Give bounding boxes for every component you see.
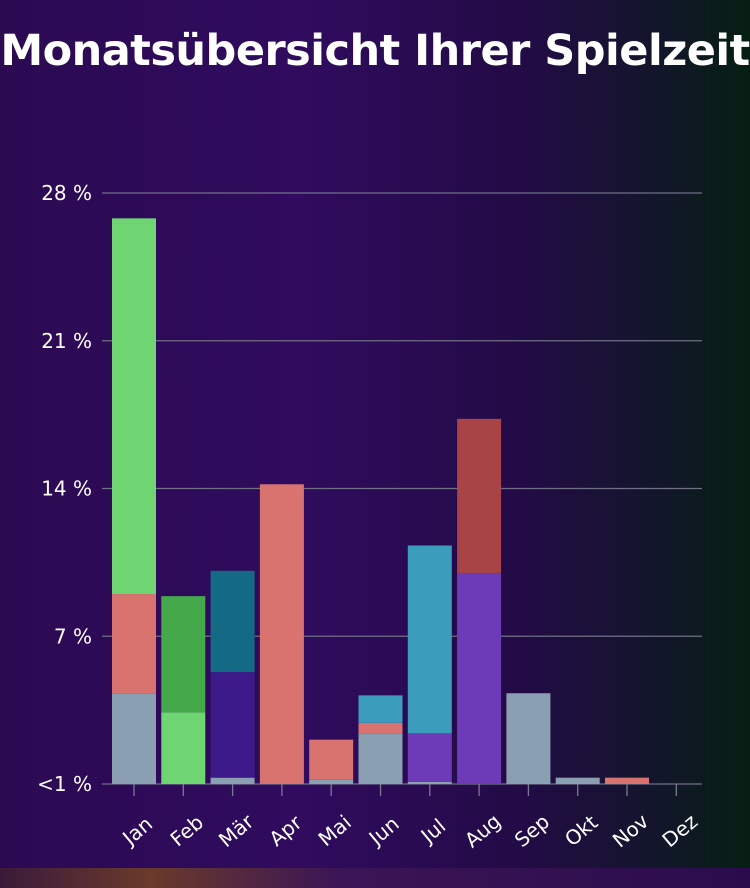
x-tick-label: Apr	[264, 810, 307, 851]
bar-segment-mär	[210, 777, 255, 784]
y-tick-label: 14 %	[41, 477, 92, 501]
x-tick-label: Dez	[657, 809, 702, 852]
x-tick-label: Aug	[460, 809, 505, 852]
x-axis-ticks	[133, 784, 677, 796]
bar-segment-sep	[506, 693, 551, 784]
bar-segment-aug	[457, 418, 502, 573]
y-tick-label: 21 %	[41, 329, 92, 353]
bar-segment-mär	[210, 570, 255, 673]
bar-segment-feb	[161, 712, 206, 784]
x-axis-labels: Jan Feb Mär Apr Mai Jun Jul Aug Sep Okt Nov Dez	[116, 809, 702, 853]
y-tick-label: 28 %	[41, 181, 92, 205]
bar-segment-apr	[259, 484, 304, 784]
bar-segment-jul	[407, 545, 452, 734]
bars	[112, 218, 649, 784]
bar-segment-mai	[309, 779, 354, 784]
bar-segment-jul	[407, 781, 452, 784]
bottom-decoration	[0, 868, 750, 888]
bar-segment-nov	[605, 777, 649, 784]
bar-segment-aug	[457, 572, 502, 784]
bar-segment-jun	[358, 695, 403, 723]
x-tick-label: Jul	[415, 814, 450, 849]
chart-title: Monatsübersicht Ihrer Spielzeit	[0, 26, 750, 76]
y-tick-label: 7 %	[54, 624, 92, 648]
x-tick-label: Jun	[363, 811, 404, 851]
x-tick-label: Mai	[314, 810, 356, 851]
x-tick-label: Jan	[116, 812, 157, 851]
bar-segment-mär	[210, 672, 255, 778]
bar-segment-jul	[407, 733, 452, 782]
bar-segment-jan	[112, 594, 156, 694]
x-tick-label: Okt	[560, 810, 602, 851]
bar-segment-okt	[555, 777, 600, 784]
bar-segment-mai	[309, 739, 354, 780]
y-axis-ticks: <1 % 7 % 14 % 21 % 28 %	[37, 181, 92, 796]
bar-segment-jan	[112, 693, 156, 784]
x-tick-label: Mär	[214, 809, 259, 852]
bar-segment-jun	[358, 722, 403, 734]
bar-segment-feb	[161, 596, 206, 713]
y-tick-label: <1 %	[37, 772, 92, 796]
bar-segment-jun	[358, 733, 403, 784]
x-tick-label: Feb	[166, 810, 209, 851]
x-tick-label: Nov	[608, 809, 653, 853]
bar-segment-jan	[112, 218, 156, 595]
x-tick-label: Sep	[510, 809, 554, 852]
